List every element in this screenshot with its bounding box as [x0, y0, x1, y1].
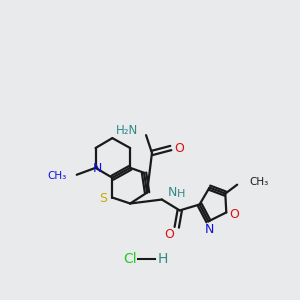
Text: N: N	[93, 162, 102, 175]
Text: O: O	[229, 208, 239, 221]
Text: CH₃: CH₃	[47, 171, 67, 181]
Text: N: N	[168, 186, 177, 199]
Text: CH₃: CH₃	[249, 177, 268, 187]
Text: N: N	[205, 223, 214, 236]
Text: H: H	[158, 252, 168, 266]
Text: Cl: Cl	[123, 252, 137, 266]
Text: O: O	[164, 228, 174, 241]
Text: H₂N: H₂N	[116, 124, 138, 137]
Text: H: H	[177, 189, 185, 199]
Text: S: S	[99, 192, 107, 205]
Text: O: O	[174, 142, 184, 154]
